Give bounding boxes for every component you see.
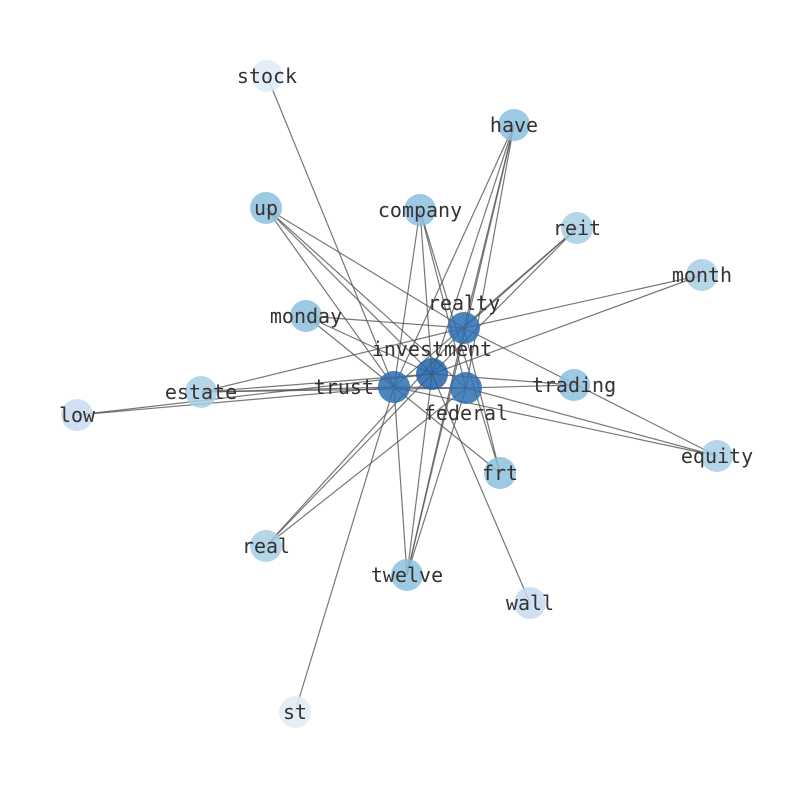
node-company bbox=[404, 194, 436, 226]
edge-federal-estate bbox=[200, 387, 467, 393]
node-label-reit: reit bbox=[553, 216, 601, 240]
node-label-trust: trust bbox=[314, 375, 374, 399]
node-label-wall: wall bbox=[506, 591, 554, 615]
node-label-equity: equity bbox=[681, 444, 753, 468]
node-label-investment: investment bbox=[372, 337, 492, 361]
node-realty bbox=[448, 312, 480, 344]
edge-federal-twelve bbox=[406, 387, 467, 576]
node-label-estate: estate bbox=[165, 380, 237, 404]
edge-company-investment bbox=[419, 209, 433, 375]
edge-federal-equity bbox=[465, 387, 718, 457]
edge-realty-twelve bbox=[406, 327, 465, 576]
node-frt bbox=[484, 457, 516, 489]
edge-monday-trust bbox=[305, 315, 395, 388]
node-wall bbox=[514, 587, 546, 619]
edge-investment-real bbox=[265, 373, 433, 547]
node-stock bbox=[251, 60, 283, 92]
node-have bbox=[498, 109, 530, 141]
edge-investment-wall bbox=[431, 373, 531, 604]
edge-realty-frt bbox=[463, 327, 501, 474]
node-month bbox=[686, 259, 718, 291]
node-label-have: have bbox=[490, 113, 538, 137]
node-trading bbox=[558, 369, 590, 401]
node-twelve bbox=[391, 559, 423, 591]
node-label-federal: federal bbox=[424, 401, 508, 425]
edge-stock-trust bbox=[266, 75, 395, 388]
node-estate bbox=[185, 376, 217, 408]
edge-month-investment bbox=[431, 274, 703, 375]
edge-investment-low bbox=[76, 373, 433, 416]
node-investment bbox=[416, 358, 448, 390]
node-label-monday: monday bbox=[270, 304, 342, 328]
edge-up-investment bbox=[265, 207, 433, 375]
edge-up-federal bbox=[265, 207, 467, 389]
node-monday bbox=[290, 300, 322, 332]
edge-realty-equity bbox=[463, 327, 718, 457]
node-label-low: low bbox=[59, 403, 96, 427]
node-st bbox=[279, 696, 311, 728]
node-label-st: st bbox=[283, 700, 307, 724]
edge-company-federal bbox=[419, 209, 467, 389]
edge-realty-estate bbox=[200, 327, 465, 393]
node-label-company: company bbox=[378, 198, 462, 222]
node-trust bbox=[378, 371, 410, 403]
node-label-stock: stock bbox=[237, 64, 297, 88]
node-low bbox=[61, 399, 93, 431]
edge-trust-st bbox=[294, 386, 395, 713]
node-label-month: month bbox=[672, 263, 732, 287]
edge-trust-low bbox=[76, 386, 395, 416]
edge-investment-twelve bbox=[406, 373, 433, 576]
edge-trust-twelve bbox=[393, 386, 408, 576]
edge-federal-trading bbox=[465, 384, 575, 389]
edge-monday-realty bbox=[305, 315, 465, 329]
node-reit bbox=[561, 212, 593, 244]
edge-monday-investment bbox=[305, 315, 433, 375]
edge-have-trust bbox=[393, 124, 515, 388]
edge-company-trust bbox=[393, 209, 421, 388]
node-federal bbox=[450, 372, 482, 404]
node-real bbox=[250, 530, 282, 562]
edge-month-realty bbox=[463, 274, 703, 329]
node-label-realty: realty bbox=[428, 291, 500, 315]
node-label-trading: trading bbox=[532, 373, 616, 397]
node-up bbox=[250, 192, 282, 224]
edge-reit-investment bbox=[431, 227, 578, 375]
edge-up-trust bbox=[265, 207, 395, 388]
edge-trust-frt bbox=[393, 386, 501, 474]
edge-federal-real bbox=[265, 387, 467, 547]
node-equity bbox=[701, 440, 733, 472]
node-label-frt: frt bbox=[482, 461, 518, 485]
edge-up-realty bbox=[265, 207, 465, 329]
node-label-real: real bbox=[242, 534, 290, 558]
edge-have-federal bbox=[465, 124, 515, 389]
node-label-twelve: twelve bbox=[371, 563, 443, 587]
edge-trust-equity bbox=[393, 386, 718, 457]
node-label-up: up bbox=[254, 196, 278, 220]
